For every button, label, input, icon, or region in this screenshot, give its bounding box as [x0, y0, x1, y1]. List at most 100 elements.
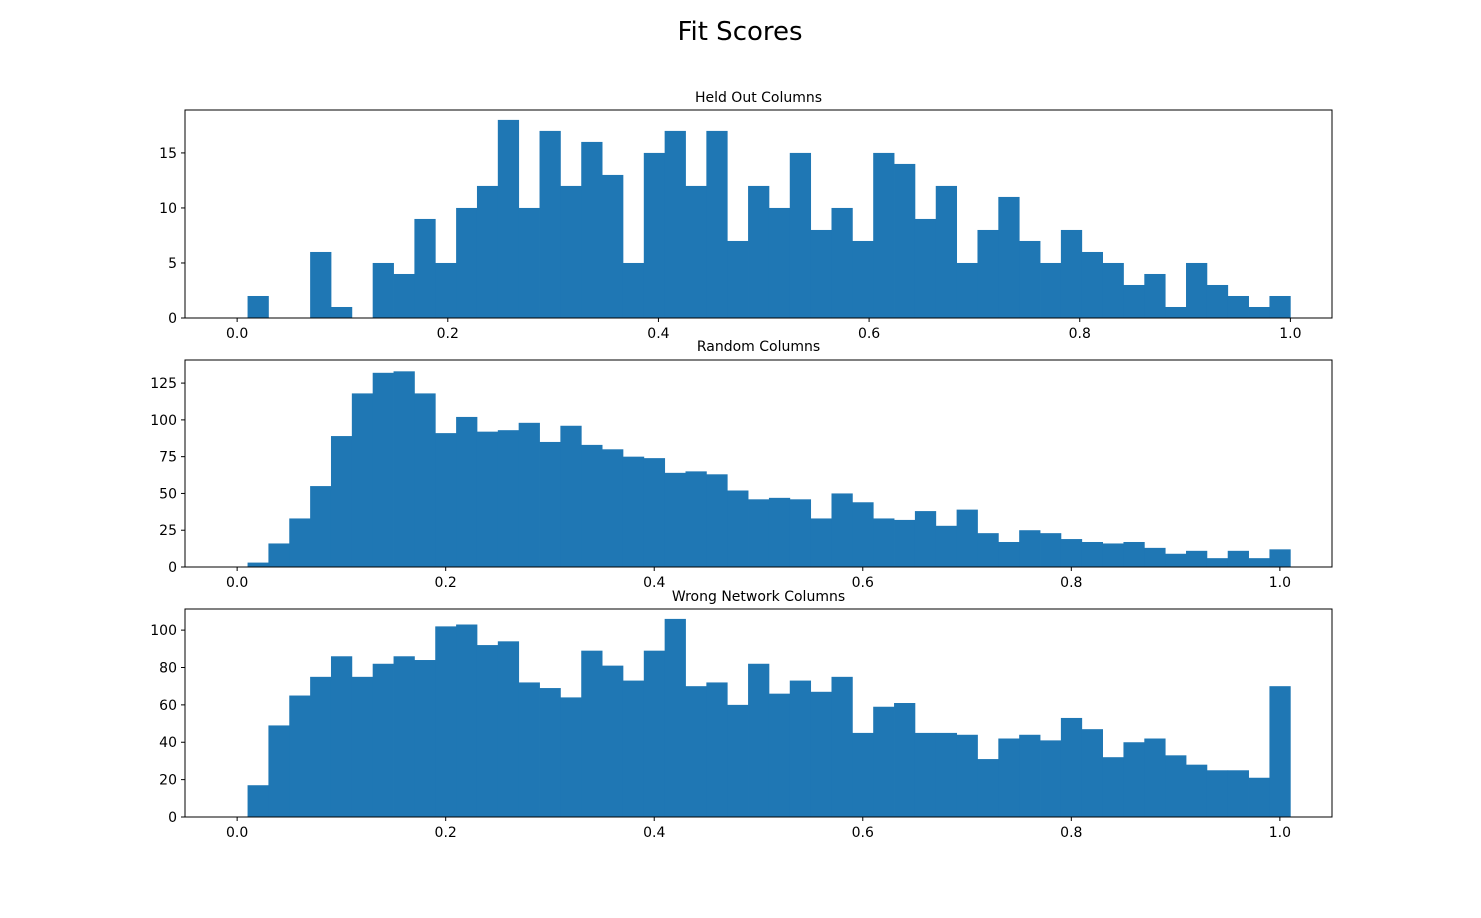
histogram-bar [1123, 742, 1145, 817]
histogram-bar [727, 704, 749, 817]
histogram-bar [1144, 547, 1166, 567]
histogram-bar [748, 185, 770, 318]
histogram-bar [894, 519, 916, 567]
x-tick-label: 0.4 [643, 575, 665, 591]
histogram-bar [852, 732, 874, 817]
histogram-bar [894, 163, 916, 318]
histogram-bar [372, 663, 394, 817]
histogram-bar [1081, 541, 1103, 567]
histogram-bar [1165, 755, 1187, 817]
histogram-bar [1206, 770, 1229, 817]
y-tick-label: 0 [168, 311, 177, 327]
y-tick-label: 15 [159, 146, 177, 162]
y-tick-label: 75 [159, 450, 177, 466]
histogram-bar [372, 262, 394, 318]
x-tick-label: 0.4 [647, 326, 669, 342]
histogram-bar [810, 229, 832, 318]
histogram-bar [706, 474, 728, 567]
histogram-bar [539, 130, 561, 318]
histogram-bar [622, 680, 645, 817]
histogram-bar [1248, 777, 1270, 817]
histogram-bar [435, 262, 457, 318]
histogram-bar [914, 218, 937, 318]
histogram-bar [456, 624, 478, 817]
histogram-bar [873, 152, 895, 318]
chart-title: Random Columns [697, 339, 820, 355]
y-tick-label: 10 [159, 201, 177, 217]
histogram-bar [831, 676, 853, 817]
histogram-bar [414, 660, 436, 817]
y-tick-label: 0 [168, 810, 177, 826]
histogram-bar [977, 759, 999, 817]
histogram-bar [810, 518, 832, 567]
axes-frame [184, 359, 1333, 568]
histogram-bar [539, 688, 561, 817]
histogram-bar [664, 130, 686, 318]
histogram-bar [1227, 550, 1249, 567]
histogram-bar [268, 725, 290, 817]
histogram-bar [768, 497, 791, 567]
histogram-bar [518, 207, 540, 318]
histogram-bar [435, 433, 457, 567]
histogram-bar [998, 541, 1020, 567]
x-tick-label: 0.2 [435, 825, 457, 841]
histogram-bar [518, 422, 540, 567]
axes-frame [184, 109, 1333, 319]
histogram-bar [1040, 740, 1062, 817]
histogram-bar [998, 196, 1020, 318]
histogram-bar [351, 393, 374, 567]
y-tick-label: 50 [159, 486, 177, 502]
histogram-bar [310, 676, 332, 817]
histogram-bar [685, 686, 707, 817]
histogram-bar [768, 693, 791, 817]
x-tick-label: 0.6 [858, 326, 880, 342]
histogram-bar [1019, 240, 1041, 318]
histogram-bar [1248, 558, 1270, 567]
histogram-bar [1269, 549, 1291, 567]
x-tick-label: 0.2 [437, 326, 459, 342]
histogram-bar [268, 543, 290, 567]
histogram-bar [456, 207, 478, 318]
histogram-bar [789, 152, 812, 318]
histogram-bar [560, 697, 582, 817]
histogram-bar [1019, 734, 1041, 817]
histogram-bar [1227, 770, 1249, 817]
histogram-bar [1040, 533, 1062, 567]
histogram-bar [1123, 541, 1145, 567]
x-tick-label: 0.0 [226, 575, 248, 591]
x-tick-label: 0.8 [1060, 825, 1082, 841]
histogram-bar [1123, 284, 1145, 318]
histogram-bar [247, 562, 269, 567]
histogram-bar [706, 682, 728, 817]
histogram-bar [330, 436, 353, 567]
histogram-bar [1040, 262, 1062, 318]
histogram-bar [372, 372, 394, 567]
x-tick-label: 0.4 [643, 825, 665, 841]
histogram-bar [1102, 543, 1124, 567]
histogram-bar [894, 703, 916, 817]
histogram-bar [1081, 729, 1103, 817]
histogram-bar [622, 262, 645, 318]
histogram-bar [831, 493, 853, 567]
histogram-bar [956, 734, 978, 817]
histogram-bar [664, 618, 686, 817]
histogram-bar [581, 650, 603, 817]
histogram-bar [789, 680, 812, 817]
histogram-bar [1186, 764, 1208, 817]
histogram-bar [1165, 306, 1187, 318]
histogram-bar [977, 229, 999, 318]
histogram-bar [1019, 530, 1041, 567]
histogram-bar [289, 518, 311, 567]
histogram-bar [706, 130, 728, 318]
y-tick-label: 125 [150, 376, 177, 392]
histogram-bar [998, 738, 1020, 817]
axes-frame [184, 608, 1333, 818]
held-out-columns-chart: Held Out Columns 0.0 0.2 0.4 0.6 0.8 1.0 0 5 10 1… [159, 90, 1333, 342]
histogram-bar [768, 207, 791, 318]
histogram-bar [789, 499, 812, 567]
histogram-bar [1102, 757, 1124, 817]
histogram-bar [748, 499, 770, 567]
histogram-bar [497, 641, 520, 817]
x-tick-label: 0.2 [435, 575, 457, 591]
histogram-bar [685, 185, 707, 318]
